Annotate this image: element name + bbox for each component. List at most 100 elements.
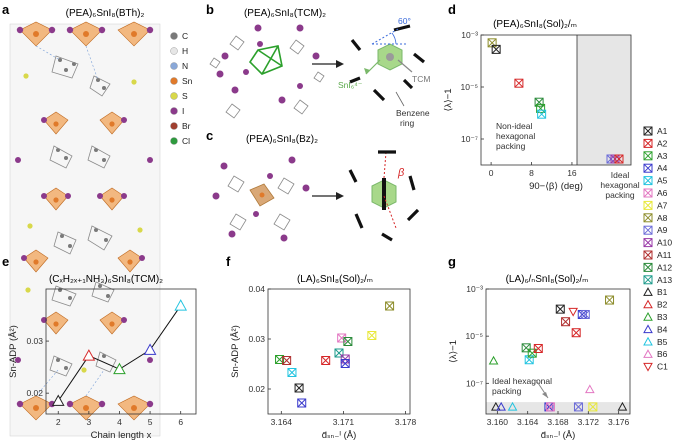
panel-b-label: b [206, 2, 214, 17]
data-point-a8 [385, 301, 395, 311]
atom-label-c: C [182, 31, 188, 41]
panel-d-label: d [448, 2, 456, 17]
x-tick-label: 5 [148, 417, 153, 427]
ideal-band [486, 402, 630, 414]
data-point-a5 [537, 109, 547, 119]
panel-d: d (PEA)₆SnI₈(Sol)₂/ₘ 0 8 16 10⁻³ 10⁻⁵ 10⁻⁷ 90−… [443, 2, 640, 200]
y-tick-label: 10⁻⁵ [466, 331, 483, 341]
x-tick-label: 16 [567, 168, 577, 178]
legend-marker-c1 [643, 362, 653, 372]
panel-c-label: c [206, 128, 213, 143]
data-point-a5 [287, 368, 297, 377]
panel-e-label: e [2, 254, 9, 269]
legend-label-a2: A2 [657, 138, 668, 148]
legend-marker-a10 [643, 238, 653, 248]
legend-label-a5: A5 [657, 176, 668, 186]
y-tick-label: 0.02 [26, 388, 43, 398]
plot-frame [480, 34, 632, 166]
y-tick-label: 0.02 [248, 384, 265, 394]
legend-marker-a4 [643, 163, 653, 173]
data-point-b5 [507, 401, 518, 411]
panel-f-title: (LA)₆SnI₈(Sol)₂/ₘ [297, 274, 373, 285]
series-legend: A1 A2 A3 A4 A5 A6 A7 A8 A9 A10 A11 A12 A13 B1 B2 B3 B4 B5… [643, 126, 672, 372]
y-axis-label: Sn-ADP (Å²) [230, 325, 241, 378]
data-point-a11 [282, 356, 292, 365]
x-tick-label: 6 [178, 417, 183, 427]
legend-label-a11: A11 [657, 250, 672, 260]
legend-label-a3: A3 [657, 151, 668, 161]
atom-label-br: Br [182, 121, 191, 131]
legend-label-a12: A12 [657, 262, 672, 272]
legend-label-b3: B3 [657, 312, 668, 322]
legend-label-b6: B6 [657, 349, 668, 359]
data-point-b4 [143, 343, 157, 355]
panel-g-label: g [448, 254, 456, 269]
data-point-a6 [545, 402, 555, 412]
x-tick-label: 4 [117, 417, 122, 427]
data-point-b4 [496, 401, 507, 411]
data-point-a1 [294, 383, 304, 393]
chart-g: 3.160 3.164 3.168 3.172 3.176 10⁻³ 10⁻⁵ 10⁻⁷ d̄ₛ… [448, 284, 631, 441]
y-tick-label: 10⁻⁵ [461, 82, 478, 92]
data-point-a12 [343, 337, 353, 346]
arrow-c [312, 192, 344, 200]
angle-label: 60° [398, 16, 411, 26]
tcm-label: TCM [412, 74, 430, 84]
chart-e: 2 3 4 5 6 0.02 0.03 Chain length x Sn-ADP (Å²) [8, 288, 197, 441]
data-point-c1 [568, 307, 579, 317]
atom-label-n: N [182, 61, 188, 71]
benzene-label-2: ring [400, 118, 414, 128]
legend-label-a1: A1 [657, 126, 668, 136]
crystal-structure-b [209, 24, 325, 119]
x-axis-label: d̄ₛₙ₋ᴵ (Å) [322, 430, 357, 441]
crystal-structure-a [9, 21, 161, 437]
legend-marker-b1 [643, 287, 653, 296]
data-point-a3 [527, 348, 537, 358]
data-point-a2 [321, 356, 331, 365]
crystal-structure-c [212, 156, 310, 242]
data-point-a1 [555, 304, 565, 314]
y-tick-label: 0.04 [248, 284, 265, 294]
legend-marker-b5 [643, 336, 653, 346]
atom-swatch-c [170, 32, 178, 40]
y-axis-label: Sn-ADP (Å²) [8, 325, 19, 378]
x-axis-label: Chain length x [91, 430, 152, 441]
annotation-ideal-2: hexagonal [600, 180, 639, 190]
x-tick-label: 3.160 [487, 417, 509, 427]
data-point-b1 [51, 394, 65, 406]
panel-e: e (CₓH₂ₓ₊₁NH₃)₆SnI₈(TCM)₂ 2 3 4 5 6 0.02 0.03 C… [2, 254, 197, 441]
legend-label-b5: B5 [657, 337, 668, 347]
legend-marker-a3 [643, 151, 653, 161]
annotation-ideal-3: packing [605, 190, 635, 200]
data-point-a4 [297, 398, 307, 408]
data-point-b2 [82, 349, 96, 361]
chart-d: 0 8 16 10⁻³ 10⁻⁵ 10⁻⁷ 90−⟨β⟩ (deg) ⟨λ⟩−1 Non-ide… [443, 30, 640, 200]
data-point-a8 [605, 295, 615, 305]
x-tick-label: 3.168 [547, 417, 569, 427]
y-tick-label: 0.03 [26, 336, 43, 346]
beta-label: β [397, 167, 405, 179]
legend-label-b4: B4 [657, 324, 668, 334]
data-point-a11 [561, 317, 571, 327]
data-point-b3 [488, 355, 499, 365]
panel-f-label: f [226, 254, 231, 269]
data-point-a4 [340, 359, 350, 368]
panel-g-title: (LA)₆/ₙSnI₈(Sol)₂/ₘ [506, 274, 589, 285]
x-tick-label: 0 [489, 168, 494, 178]
data-point-ideal-a2 [614, 154, 624, 164]
chart-f: 3.164 3.171 3.178 0.02 0.03 0.04 d̄ₛₙ₋ᴵ (Å) Sn-… [230, 284, 416, 441]
atom-swatch-i [170, 107, 178, 115]
data-point-a12 [521, 343, 531, 353]
legend-label-a4: A4 [657, 163, 668, 173]
x-axis-label: d̄ₛₙ₋ᴵ (Å) [541, 430, 576, 441]
panel-c-title: (PEA)₆SnI₈(Bz)₂ [246, 134, 318, 145]
legend-marker-b2 [643, 299, 653, 309]
data-point-a1 [491, 44, 501, 54]
atom-swatch-br [170, 122, 178, 130]
data-point-a7 [588, 402, 598, 412]
data-point-b1 [491, 401, 501, 411]
data-point-a9 [580, 309, 590, 319]
legend-marker-a9 [643, 225, 653, 235]
legend-marker-a1 [643, 126, 653, 136]
